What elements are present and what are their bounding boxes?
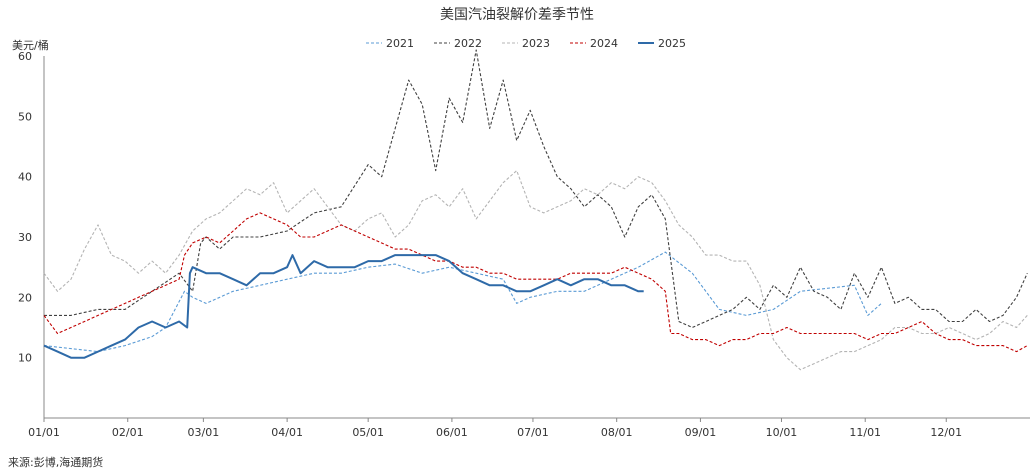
series-line-2025 [43, 254, 644, 359]
x-tick-label: 04/01 [271, 426, 303, 439]
series-line-2023 [43, 170, 1028, 371]
x-tick-label: 06/01 [436, 426, 468, 439]
y-tick-label: 40 [18, 171, 32, 184]
series-line-2022 [44, 49, 1028, 329]
y-tick-label: 20 [18, 291, 32, 304]
x-tick-label: 02/01 [112, 426, 144, 439]
x-tick-label: 11/01 [849, 426, 881, 439]
y-tick-label: 60 [18, 50, 32, 63]
x-tick-label: 12/01 [930, 426, 962, 439]
series-group [43, 49, 1028, 371]
source-note: 来源:彭博,海通期货 [8, 455, 103, 469]
y-axis-unit: 美元/桶 [12, 38, 49, 52]
y-axis-ticks: 60 50 40 30 20 10 [18, 50, 32, 365]
x-tick-label: 01/01 [28, 426, 60, 439]
y-tick-label: 30 [18, 231, 32, 244]
x-tick-label: 05/01 [352, 426, 384, 439]
x-tick-label: 08/01 [601, 426, 633, 439]
legend-label-2022: 2022 [454, 37, 482, 50]
y-tick-label: 50 [18, 110, 32, 123]
x-tick-label: 09/01 [685, 426, 717, 439]
series-line-2024 [43, 212, 1028, 353]
x-tick-label: 10/01 [766, 426, 798, 439]
x-tick-label: 07/01 [517, 426, 549, 439]
legend-label-2023: 2023 [522, 37, 550, 50]
legend-label-2021: 2021 [386, 37, 414, 50]
y-tick-label: 10 [18, 352, 32, 365]
chart-title: 美国汽油裂解价差季节性 [440, 7, 594, 23]
x-axis-ticks: 01/01 02/01 03/01 04/01 05/01 06/01 07/01 08/01… [28, 418, 962, 439]
series-line-2021 [43, 251, 882, 353]
legend-label-2025: 2025 [658, 37, 686, 50]
x-tick-label: 03/01 [188, 426, 220, 439]
legend: 2021 2022 2023 2024 2025 [366, 37, 686, 50]
legend-label-2024: 2024 [590, 37, 618, 50]
